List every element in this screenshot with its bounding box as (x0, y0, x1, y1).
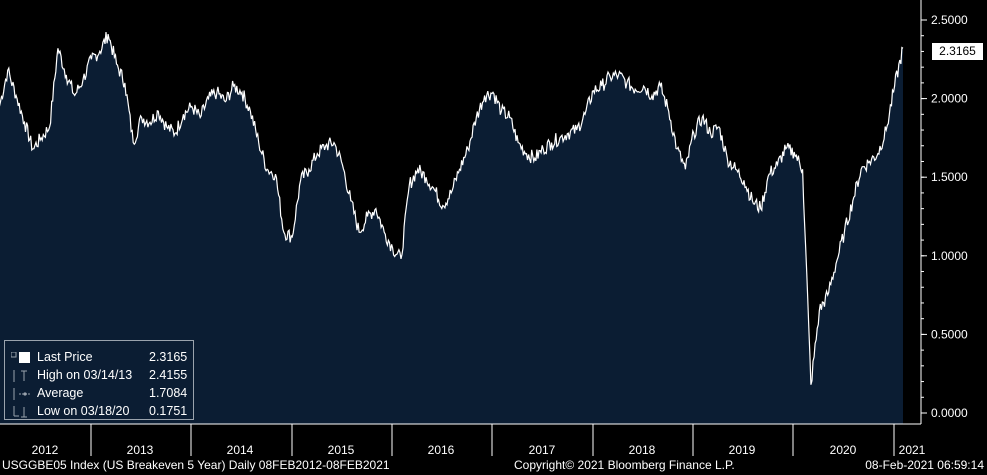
legend-value: 2.4155 (149, 368, 188, 382)
y-tick-label: 1.0000 (931, 249, 968, 263)
high-marker-icon (13, 370, 27, 382)
legend-label: Average (37, 386, 84, 400)
footer-index-description: USGGBE05 Index (US Breakeven 5 Year) Dai… (2, 458, 390, 472)
x-tick-label: 2020 (830, 443, 857, 457)
legend-item-low: Low on 03/18/20 0.1751 (5, 403, 193, 421)
footer-bar: USGGBE05 Index (US Breakeven 5 Year) Dai… (0, 457, 987, 475)
y-tick-label: 2.5000 (931, 13, 968, 27)
legend: Last Price 2.3165 High on 03/14/13 2.415… (4, 340, 194, 420)
x-tick-label: 2017 (529, 443, 556, 457)
x-tick-label: 2015 (328, 443, 355, 457)
y-tick-label: 2.0000 (931, 92, 968, 106)
legend-label: High on 03/14/13 (37, 368, 133, 382)
y-axis-ticks: 2.5000 2.0000 1.5000 1.0000 0.5000 0.0000 (921, 13, 968, 420)
footer-copyright: Copyright© 2021 Bloomberg Finance L.P. (514, 458, 735, 472)
last-value-label: 2.3165 (932, 43, 983, 60)
legend-label: Low on 03/18/20 (37, 404, 130, 418)
footer-timestamp: 08-Feb-2021 06:59:14 (865, 458, 984, 472)
low-marker-icon (13, 406, 27, 418)
average-marker-icon (13, 388, 31, 400)
x-tick-label: 2013 (127, 443, 154, 457)
x-tick-label: 2019 (729, 443, 756, 457)
legend-value: 2.3165 (149, 350, 188, 364)
price-line (0, 31, 904, 385)
legend-label: Last Price (37, 350, 93, 364)
area-fill (0, 32, 903, 424)
legend-item-last-price: Last Price 2.3165 (5, 349, 193, 367)
legend-item-high: High on 03/14/13 2.4155 (5, 367, 193, 385)
legend-value: 1.7084 (149, 386, 188, 400)
y-tick-label: 1.5000 (931, 170, 968, 184)
x-tick-label: 2021 (899, 443, 926, 457)
last-price-swatch-icon (11, 352, 30, 363)
legend-value: 0.1751 (149, 404, 188, 418)
legend-item-average: Average 1.7084 (5, 385, 193, 403)
x-tick-label: 2016 (428, 443, 455, 457)
x-tick-label: 2014 (227, 443, 254, 457)
x-axis-ticks: 2012 2013 2014 2015 2016 2017 2018 2019 2020 2021 (32, 424, 926, 457)
x-tick-label: 2018 (629, 443, 656, 457)
x-tick-label: 2012 (32, 443, 59, 457)
y-tick-label: 0.0000 (931, 406, 968, 420)
y-tick-label: 0.5000 (931, 327, 968, 341)
